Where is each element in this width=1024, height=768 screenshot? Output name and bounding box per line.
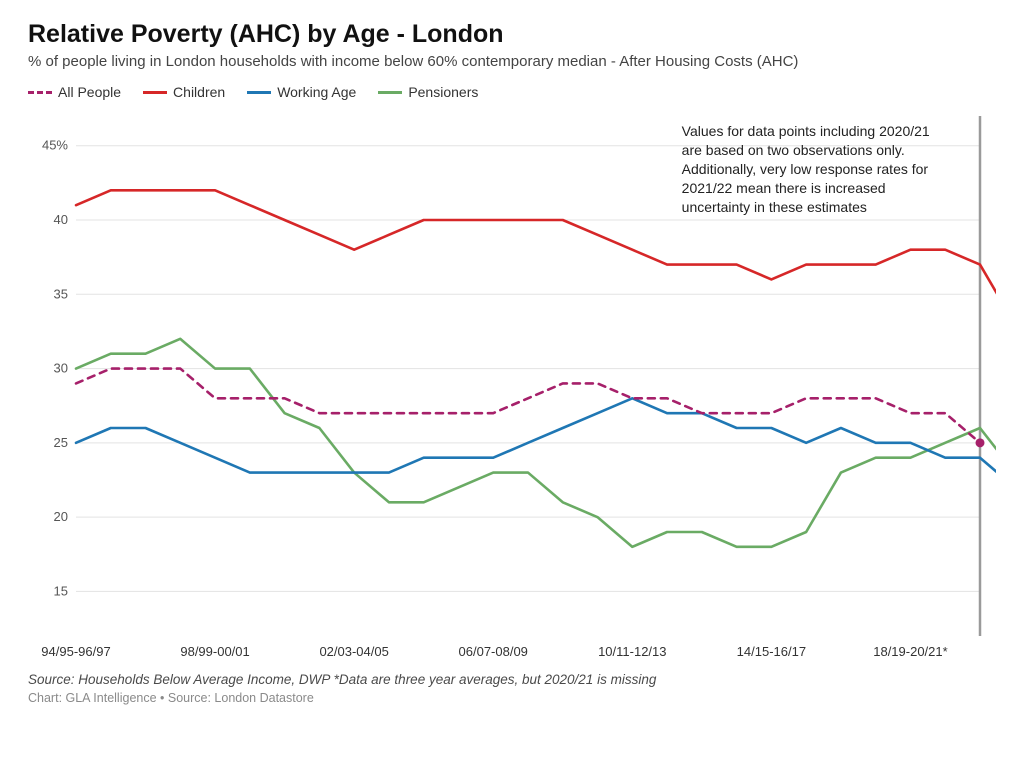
svg-text:25: 25 [54,435,68,450]
svg-text:98/99-00/01: 98/99-00/01 [180,644,249,659]
svg-text:06/07-08/09: 06/07-08/09 [459,644,528,659]
svg-text:02/03-04/05: 02/03-04/05 [319,644,388,659]
legend: All People Children Working Age Pensione… [28,84,996,100]
svg-text:10/11-12/13: 10/11-12/13 [598,644,666,659]
legend-swatch-working-age [247,91,271,94]
legend-item-working-age: Working Age [247,84,356,100]
chart-annotation-note: Values for data points including 2020/21… [682,122,952,216]
legend-swatch-children [143,91,167,94]
legend-item-children: Children [143,84,225,100]
chart-title: Relative Poverty (AHC) by Age - London [28,20,996,49]
legend-label: Children [173,84,225,100]
svg-text:30: 30 [54,361,68,376]
source-text: Source: Households Below Average Income,… [28,672,996,687]
legend-item-pensioners: Pensioners [378,84,478,100]
legend-label: All People [58,84,121,100]
svg-text:35: 35 [54,286,68,301]
credit-text: Chart: GLA Intelligence • Source: London… [28,691,996,705]
svg-text:14/15-16/17: 14/15-16/17 [737,644,806,659]
legend-swatch-all-people [28,91,52,94]
svg-text:94/95-96/97: 94/95-96/97 [41,644,110,659]
svg-text:40: 40 [54,212,68,227]
chart-plot-area: 15 20 25 30 35 40 45% 94/95-96/97 98/99-00/01 02/… [28,106,996,666]
legend-swatch-pensioners [378,91,402,94]
legend-item-all-people: All People [28,84,121,100]
svg-text:15: 15 [54,583,68,598]
svg-text:45%: 45% [42,138,68,153]
legend-label: Pensioners [408,84,478,100]
legend-label: Working Age [277,84,356,100]
svg-text:18/19-20/21*: 18/19-20/21* [873,644,947,659]
svg-text:20: 20 [54,509,68,524]
chart-subtitle: % of people living in London households … [28,53,996,70]
